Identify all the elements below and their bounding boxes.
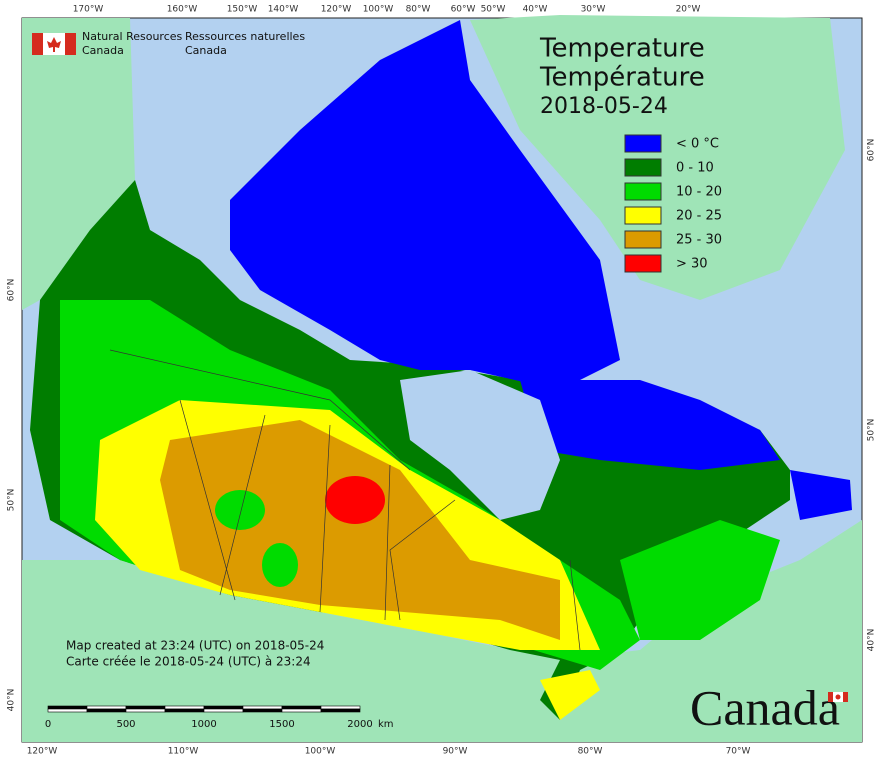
- maple-leaf: [835, 694, 841, 700]
- graticule-label: 70°W: [726, 747, 751, 757]
- graticule-label: 140°W: [268, 5, 299, 15]
- graticule-label: 160°W: [167, 5, 198, 15]
- graticule-label: 150°W: [227, 5, 258, 15]
- scale-segment: [47, 708, 88, 713]
- flag-bar: [32, 33, 43, 55]
- graticule-label: 50°N: [867, 419, 877, 442]
- legend-label: 25 - 30: [676, 233, 722, 248]
- maple-leaf: [47, 37, 61, 52]
- arctic-cold: [230, 20, 620, 390]
- scale-segment: [203, 708, 244, 713]
- graticule-label: 60°N: [867, 139, 877, 162]
- scale-label: 1000: [191, 719, 216, 730]
- very-hot-patch: [325, 476, 385, 524]
- wordmark-flag: [828, 692, 848, 702]
- scale-segment: [164, 708, 205, 713]
- note: Carte créée le 2018-05-24 (UTC) à 23:24: [66, 655, 311, 669]
- scale-segment: [86, 708, 127, 713]
- legend-swatch: [624, 254, 662, 273]
- graticule-label: 50°W: [481, 5, 506, 15]
- scale-label: 500: [116, 719, 135, 730]
- graticule-label: 40°N: [7, 689, 17, 712]
- graticule-label: 110°W: [168, 747, 199, 757]
- scale-label: 2000: [347, 719, 372, 730]
- mild-patch: [215, 490, 265, 530]
- scale-segment: [164, 705, 205, 710]
- hudson-bay: [400, 370, 560, 520]
- scale-segment: [125, 705, 166, 710]
- graticule-label: 30°W: [581, 5, 606, 15]
- wordmark: Canada: [690, 679, 840, 735]
- scale-segment: [242, 708, 283, 713]
- note: Map created at 23:24 (UTC) on 2018-05-24: [66, 639, 324, 653]
- scale-segment: [125, 708, 166, 713]
- scale-segment: [281, 705, 322, 710]
- graticule-label: 100°W: [305, 747, 336, 757]
- graticule-label: 50°N: [7, 489, 17, 512]
- labrador-cold: [520, 380, 780, 470]
- agency-en: Canada: [82, 44, 124, 57]
- graticule-label: 80°W: [406, 5, 431, 15]
- graticule-label: 120°W: [321, 5, 352, 15]
- graticule-label: 90°W: [443, 747, 468, 757]
- scale-segment: [86, 705, 127, 710]
- legend-label: 0 - 10: [676, 161, 714, 176]
- graticule-label: 170°W: [73, 5, 104, 15]
- scale-segment: [281, 708, 322, 713]
- scale-segment: [320, 705, 361, 710]
- nrcan-logo: [32, 33, 76, 55]
- flag-bar: [65, 33, 76, 55]
- graticule-label: 100°W: [363, 5, 394, 15]
- graticule-label: 120°W: [27, 747, 58, 757]
- legend-label: 10 - 20: [676, 185, 722, 200]
- legend-label: 20 - 25: [676, 209, 722, 224]
- legend-swatch: [624, 206, 662, 225]
- scale-segment: [203, 705, 244, 710]
- legend-swatch: [624, 182, 662, 201]
- graticule-label: 80°W: [578, 747, 603, 757]
- flag-bar: [843, 692, 848, 702]
- graticule-label: 40°W: [523, 5, 548, 15]
- greenland: [470, 15, 845, 300]
- scale-segment: [320, 708, 361, 713]
- graticule-label: 60°W: [451, 5, 476, 15]
- ontario-warm: [540, 670, 600, 720]
- agency-fr: Canada: [185, 44, 227, 57]
- legend-swatch: [624, 158, 662, 177]
- graticule-label: 60°N: [7, 279, 17, 302]
- scale-label: 0: [45, 719, 51, 730]
- agency-en: Natural Resources: [82, 30, 183, 43]
- legend-swatch: [624, 230, 662, 249]
- title: Temperature: [539, 34, 705, 64]
- flag-bar: [828, 692, 833, 702]
- scale-segment: [242, 705, 283, 710]
- hot-zone: [160, 420, 560, 640]
- scale-unit: km: [378, 719, 394, 730]
- maritimes-mild: [620, 520, 780, 640]
- legend-swatch: [624, 134, 662, 153]
- mild-patch: [262, 543, 298, 587]
- graticule-label: 40°N: [867, 629, 877, 652]
- alaska: [22, 18, 135, 310]
- title: Température: [539, 63, 705, 93]
- date: 2018-05-24: [540, 94, 668, 119]
- legend-label: > 30: [676, 257, 708, 272]
- graticule-label: 20°W: [676, 5, 701, 15]
- scale-segment: [47, 705, 88, 710]
- united-states: [22, 520, 862, 742]
- legend-label: < 0 °C: [676, 137, 719, 152]
- land: [22, 15, 862, 742]
- scale-label: 1500: [269, 719, 294, 730]
- boundaries: [109, 349, 581, 651]
- newfoundland: [790, 470, 852, 520]
- agency-fr: Ressources naturelles: [185, 30, 305, 43]
